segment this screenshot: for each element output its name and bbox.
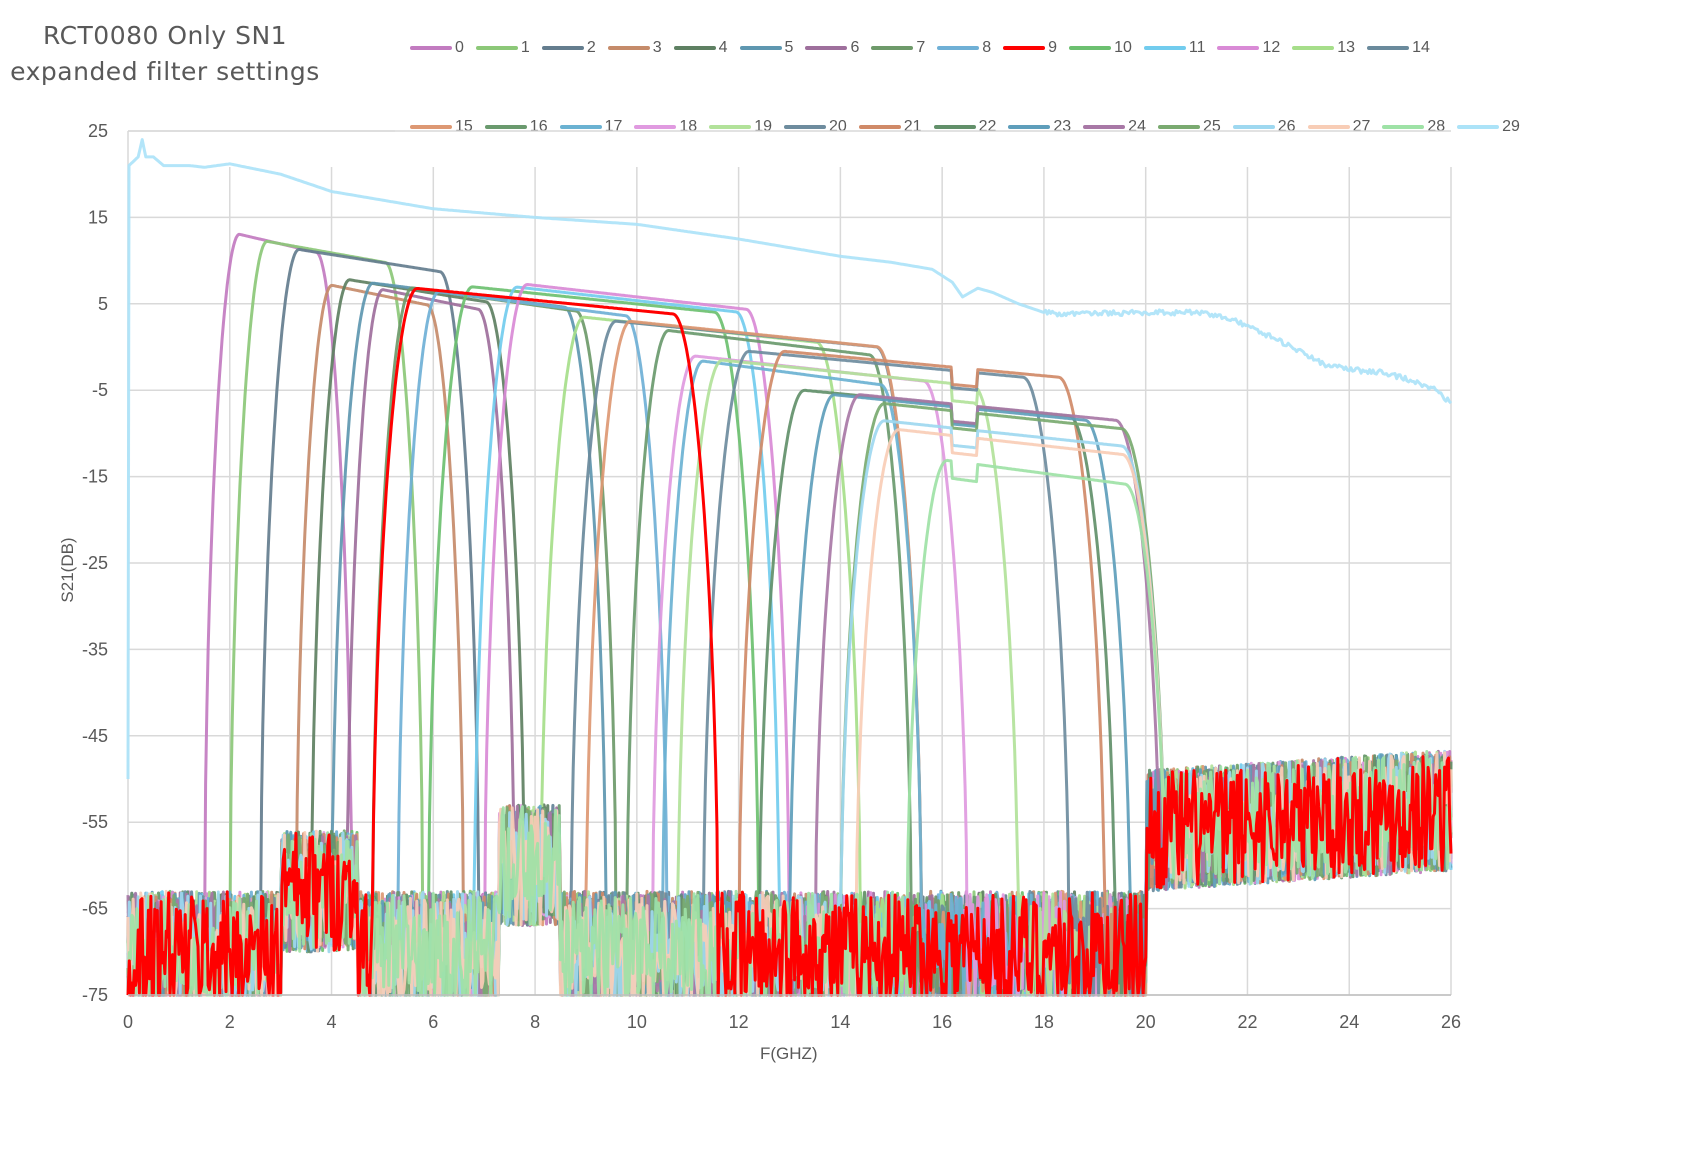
- legend-label: 13: [1337, 39, 1356, 56]
- series-layer: [126, 138, 1453, 997]
- legend-item-8[interactable]: 8: [937, 36, 1003, 60]
- x-tick-label: 2: [225, 1012, 235, 1032]
- legend-swatch: [673, 46, 716, 50]
- legend-swatch: [607, 46, 650, 50]
- legend-label: 3: [652, 39, 662, 56]
- y-tick-label: -65: [82, 899, 108, 919]
- y-tick-label: 5: [98, 294, 108, 314]
- legend-swatch: [858, 125, 901, 129]
- x-tick-label: 0: [123, 1012, 133, 1032]
- y-tick-label: 25: [88, 121, 108, 141]
- legend-item-2[interactable]: 2: [541, 36, 608, 60]
- legend-swatch: [1143, 46, 1186, 50]
- legend-item-1[interactable]: 1: [475, 36, 542, 60]
- legend-label: 6: [850, 39, 860, 56]
- legend-label: 9: [1048, 39, 1058, 56]
- legend-item-6[interactable]: 6: [805, 36, 871, 60]
- x-tick-label: 6: [428, 1012, 438, 1032]
- y-tick-label: -45: [82, 726, 108, 746]
- chart-title-line-1: RCT0080 Only SN1: [42, 21, 288, 50]
- legend-swatch: [1003, 46, 1046, 50]
- legend-swatch: [1457, 125, 1500, 129]
- legend-label: 4: [718, 39, 728, 56]
- y-axis-label: S21(DB): [58, 537, 77, 603]
- legend-label: 14: [1412, 39, 1430, 56]
- legend-swatch: [1008, 125, 1051, 129]
- y-tick-label: -55: [82, 812, 108, 832]
- legend-swatch: [1382, 125, 1425, 129]
- x-tick-label: 16: [932, 1012, 952, 1032]
- legend-swatch: [933, 125, 976, 129]
- x-tick-label: 8: [530, 1012, 540, 1032]
- legend-swatch: [1367, 46, 1410, 50]
- legend-swatch: [805, 46, 848, 50]
- y-tick-label: -5: [92, 380, 108, 400]
- legend-swatch: [475, 46, 518, 50]
- x-tick-label: 12: [729, 1012, 749, 1032]
- y-tick-label: -25: [82, 553, 108, 573]
- legend-item-10[interactable]: 10: [1069, 36, 1144, 60]
- legend-swatch: [709, 125, 752, 129]
- legend-swatch: [739, 46, 782, 50]
- legend-item-5[interactable]: 5: [739, 36, 806, 60]
- legend-item-7[interactable]: 7: [871, 36, 937, 60]
- legend-label: 29: [1502, 118, 1520, 135]
- legend-swatch: [410, 46, 452, 50]
- legend-swatch: [783, 125, 826, 129]
- legend-label: 10: [1114, 39, 1132, 56]
- legend-item-29[interactable]: 29: [1457, 115, 1532, 139]
- legend-swatch: [937, 46, 980, 50]
- legend-label: 12: [1262, 39, 1281, 56]
- legend-item-0[interactable]: 0: [410, 36, 476, 60]
- legend-swatch: [1307, 125, 1350, 129]
- legend-item-11[interactable]: 11: [1143, 36, 1218, 60]
- legend-item-4[interactable]: 4: [673, 36, 740, 60]
- legend-item-9[interactable]: 9: [1003, 36, 1069, 60]
- legend-item-3[interactable]: 3: [607, 36, 674, 60]
- legend-swatch: [484, 125, 527, 129]
- x-tick-label: 20: [1136, 1012, 1156, 1032]
- x-tick-label: 24: [1339, 1012, 1359, 1032]
- legend-label: 0: [455, 39, 464, 56]
- x-tick-label: 22: [1237, 1012, 1257, 1032]
- x-tick-label: 14: [830, 1012, 850, 1032]
- legend-swatch: [1217, 46, 1260, 50]
- series-line-9[interactable]: [126, 287, 1453, 997]
- legend-swatch: [1157, 125, 1200, 129]
- x-tick-label: 18: [1034, 1012, 1054, 1032]
- legend-swatch: [559, 125, 602, 129]
- x-tick-label: 10: [627, 1012, 647, 1032]
- legend-swatch: [871, 46, 914, 50]
- legend-item-14[interactable]: 14: [1367, 36, 1442, 60]
- x-tick-label: 26: [1441, 1012, 1461, 1032]
- legend-swatch: [1292, 46, 1335, 50]
- legend-swatch: [634, 125, 677, 129]
- chart-title-line-2: expanded filter settings: [10, 57, 320, 86]
- x-tick-label: 4: [327, 1012, 337, 1032]
- x-axis-label: F(GHZ): [760, 1044, 818, 1063]
- y-tick-label: -35: [82, 639, 108, 659]
- legend-label: 1: [520, 39, 530, 56]
- legend-item-12[interactable]: 12: [1217, 36, 1292, 60]
- y-tick-label: -75: [82, 985, 108, 1005]
- legend-swatch: [541, 46, 584, 50]
- series-line-29[interactable]: [126, 138, 1453, 780]
- legend-swatch: [1083, 125, 1126, 129]
- chart-title: RCT0080 Only SN1 expanded filter setting…: [0, 18, 330, 90]
- legend-label: 7: [916, 39, 926, 56]
- legend-label: 5: [784, 39, 794, 56]
- legend-label: 11: [1188, 39, 1206, 56]
- legend-item-13[interactable]: 13: [1292, 36, 1367, 60]
- legend-swatch: [1232, 125, 1275, 129]
- y-tick-label: 15: [88, 207, 108, 227]
- legend-swatch: [1069, 46, 1112, 50]
- legend-label: 2: [586, 39, 596, 56]
- legend-row-1: 0 1 2 3 4 5 6 7 8 9 10 11 12 13 14: [410, 36, 1442, 60]
- y-tick-label: -15: [82, 467, 108, 487]
- legend-label: 8: [982, 39, 992, 56]
- legend-swatch: [410, 125, 452, 129]
